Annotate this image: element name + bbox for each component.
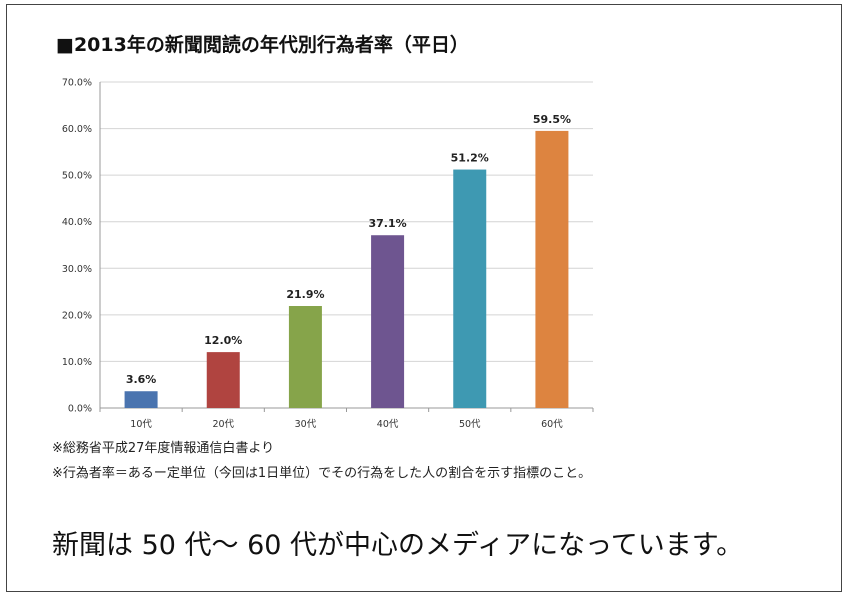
x-tick-label: 50代 bbox=[459, 419, 481, 430]
bar bbox=[288, 306, 322, 408]
chart-title: ■2013年の新聞閲読の年代別行為者率（平日） bbox=[56, 34, 469, 56]
data-label: 21.9% bbox=[286, 288, 324, 301]
x-tick-label: 40代 bbox=[377, 419, 399, 430]
bar bbox=[124, 391, 158, 408]
slide-caption: 新聞は 50 代〜 60 代が中心のメディアになっています。 bbox=[52, 530, 744, 561]
slide-frame bbox=[6, 4, 842, 592]
data-label: 3.6% bbox=[126, 373, 157, 386]
y-tick-label: 70.0% bbox=[62, 78, 92, 89]
bar bbox=[206, 352, 240, 408]
bar bbox=[535, 130, 569, 408]
x-tick-label: 30代 bbox=[295, 419, 317, 430]
y-tick-label: 50.0% bbox=[62, 171, 92, 182]
y-tick-label: 0.0% bbox=[68, 404, 92, 415]
y-tick-label: 10.0% bbox=[62, 357, 92, 368]
y-tick-label: 40.0% bbox=[62, 217, 92, 228]
y-tick-label: 20.0% bbox=[62, 310, 92, 321]
bar bbox=[371, 235, 405, 408]
data-label: 59.5% bbox=[533, 113, 571, 126]
y-tick-label: 60.0% bbox=[62, 124, 92, 135]
data-label: 37.1% bbox=[368, 217, 406, 230]
x-tick-label: 60代 bbox=[541, 419, 563, 430]
source-note: ※総務省平成27年度情報通信白書より bbox=[52, 441, 275, 456]
bar bbox=[453, 169, 487, 408]
x-tick-label: 10代 bbox=[130, 419, 152, 430]
definition-note: ※行為者率＝あるー定単位（今回は1日単位）でその行為をした人の割合を示す指標のこ… bbox=[52, 466, 592, 481]
data-label: 12.0% bbox=[204, 334, 242, 347]
data-label: 51.2% bbox=[451, 152, 489, 165]
x-tick-label: 20代 bbox=[212, 419, 234, 430]
y-tick-label: 30.0% bbox=[62, 264, 92, 275]
